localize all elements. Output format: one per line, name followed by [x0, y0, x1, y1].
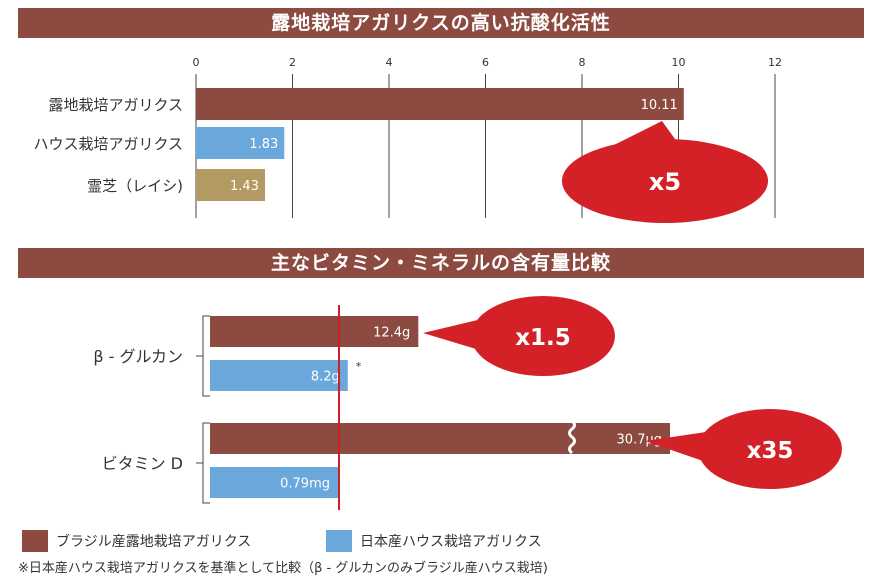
chart2-bar	[210, 423, 670, 454]
chart2-callout-bubble	[471, 296, 615, 376]
legend-item-brazil: ブラジル産露地栽培アガリクス	[22, 530, 251, 552]
chart2-value-label: 8.2g	[311, 370, 340, 385]
chart1-tick-label: 10	[672, 56, 686, 69]
legend-label: ブラジル産露地栽培アガリクス	[56, 534, 252, 550]
chart2-callout-bubble	[698, 409, 842, 489]
chart1-title-banner: 露地栽培アガリクスの高い抗酸化活性	[18, 8, 864, 38]
chart2-value-label: 0.79mg	[280, 477, 330, 492]
chart2-value-label: 12.4g	[373, 326, 410, 341]
chart2-note-mark: *	[356, 360, 362, 373]
chart1-category-label: 霊芝（レイシ)	[87, 177, 183, 195]
chart1-tick-label: 12	[768, 56, 782, 69]
chart1-bar	[196, 88, 684, 120]
chart2-bar	[210, 360, 348, 391]
chart2-bar	[210, 467, 338, 498]
chart1-bar	[196, 169, 265, 201]
chart1-tick-label: 4	[386, 56, 393, 69]
chart1-callout-bubble	[562, 139, 768, 223]
legend-swatch-blue	[326, 530, 352, 552]
chart2-group-bracket	[202, 315, 210, 397]
chart2-group-label: ビタミン D	[102, 454, 183, 473]
chart2-value-label: 30.7μg	[617, 433, 662, 448]
chart1-category-label: ハウス栽培アガリクス	[33, 135, 183, 153]
chart2-callout-text: x35	[747, 438, 794, 464]
chart2-group-bracket	[202, 422, 210, 504]
chart1-category-label: 露地栽培アガリクス	[48, 96, 183, 114]
legend-label: 日本産ハウス栽培アガリクス	[360, 534, 542, 550]
chart1-tick-label: 6	[482, 56, 489, 69]
chart1-tick-label: 0	[193, 56, 200, 69]
chart1-callout-text: x5	[649, 168, 681, 196]
chart2-bar	[210, 316, 419, 347]
chart2-title-banner: 主なビタミン・ミネラルの含有量比較	[18, 248, 864, 278]
chart1-bar	[196, 127, 285, 159]
chart2-callout-pointer	[645, 432, 706, 462]
chart1-value-label: 1.43	[230, 179, 259, 194]
chart1-tick-label: 8	[579, 56, 586, 69]
legend-item-japan: 日本産ハウス栽培アガリクス	[326, 530, 542, 552]
chart2-callout-pointer	[423, 318, 486, 352]
chart1-value-label: 10.11	[641, 98, 678, 113]
chart2-callout-text: x1.5	[515, 325, 571, 351]
chart2-axis-break	[568, 419, 576, 455]
chart1-tick-label: 2	[289, 56, 296, 69]
chart1-value-label: 1.83	[249, 137, 278, 152]
legend-swatch-brown	[22, 530, 48, 552]
chart2-group-label: β - グルカン	[93, 347, 183, 366]
footnote: ※日本産ハウス栽培アガリクスを基準として比較（β - グルカンのみブラジル産ハウ…	[18, 561, 548, 576]
